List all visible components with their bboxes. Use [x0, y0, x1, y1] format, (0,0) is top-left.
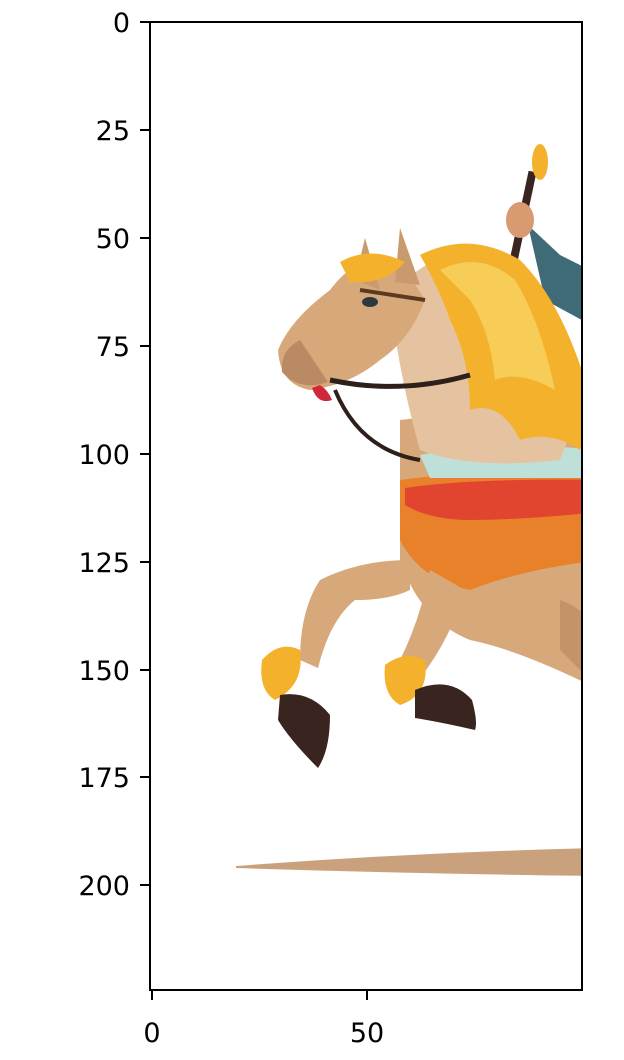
y-tick-label: 125 — [78, 548, 130, 579]
y-tick-label: 150 — [78, 656, 130, 687]
y-axis: 0 25 50 75 100 125 150 175 200 — [78, 8, 150, 902]
y-tick-label: 175 — [78, 763, 130, 794]
y-tick-label: 50 — [96, 224, 130, 255]
y-tick-label: 0 — [113, 8, 130, 39]
y-tick-label: 200 — [78, 871, 130, 902]
y-tick-label: 100 — [78, 440, 130, 471]
y-tick-label: 75 — [96, 332, 130, 363]
x-tick-label: 50 — [350, 1018, 384, 1049]
y-tick-label: 25 — [96, 116, 130, 147]
x-axis: 0 50 — [143, 990, 384, 1049]
horse-image — [150, 22, 582, 990]
x-tick-label: 0 — [143, 1018, 160, 1049]
